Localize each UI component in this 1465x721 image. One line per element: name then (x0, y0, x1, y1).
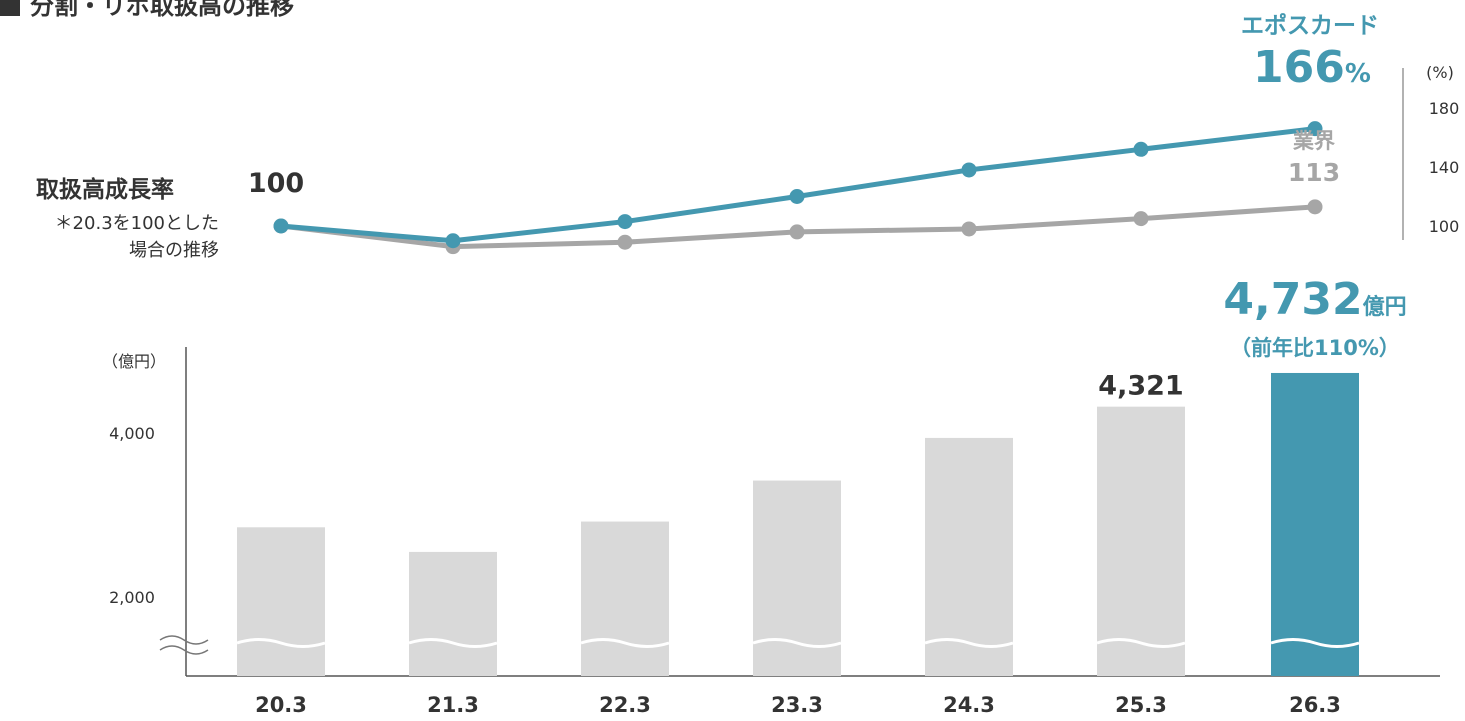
industry-point (617, 234, 633, 250)
prev-year-value-label: 4,321 (1098, 371, 1183, 402)
latest-value-label: 4,732億円 (1223, 274, 1406, 325)
title-square-icon (0, 0, 20, 16)
rate-tick-label: 140 (1429, 158, 1460, 177)
epos-end-number: 166 (1253, 42, 1345, 93)
industry-point (789, 224, 805, 240)
epos-point (1307, 121, 1323, 137)
epos-series-line (280, 126, 1316, 244)
latest-value-number: 4,732 (1223, 274, 1362, 325)
x-tick-label: 20.3 (255, 693, 307, 717)
line-chart: (%) 180 140 100 100 エポスカード 166% 業界 113 (248, 12, 1460, 255)
x-tick-label: 22.3 (599, 693, 651, 717)
epos-point (789, 189, 805, 204)
bar-break-wave (580, 638, 670, 648)
bar-tick-label: 2,000 (109, 588, 155, 607)
bar-break-wave (236, 638, 326, 648)
industry-point (1133, 211, 1149, 227)
x-tick-label: 21.3 (427, 693, 479, 717)
epos-point (961, 162, 977, 178)
x-tick-label: 23.3 (771, 693, 823, 717)
axis-break-mark (159, 635, 209, 645)
bar-break-wave (408, 638, 498, 648)
start-value-label: 100 (248, 168, 304, 199)
note-line-1: ＊20.3を100とした (54, 213, 219, 234)
epos-end-value-label: 166% (1253, 42, 1371, 93)
epos-end-percent: % (1345, 59, 1371, 89)
bar (237, 527, 325, 676)
x-tick-label: 24.3 (943, 693, 995, 717)
rate-unit-label: (%) (1426, 63, 1454, 82)
bar (581, 521, 669, 676)
note-line-2: 場合の推移 (129, 240, 219, 261)
epos-point (445, 233, 461, 249)
rate-tick-label: 180 (1429, 99, 1460, 118)
bar-break-wave (1096, 638, 1186, 648)
bar (409, 551, 497, 676)
industry-point (1307, 199, 1323, 215)
epos-point (1133, 141, 1149, 157)
page-title: 分割・リボ取扱高の推移 (0, 0, 294, 21)
rate-tick-label: 100 (1429, 217, 1460, 236)
epos-legend-label: エポスカード (1241, 12, 1379, 39)
bar-break-wave (924, 638, 1014, 648)
industry-legend-label: 業界 (1293, 129, 1335, 153)
bar-unit-label: （億円） (102, 352, 166, 371)
bar-tick-label: 4,000 (109, 424, 155, 443)
axis-break-mark (159, 645, 209, 655)
industry-point (961, 221, 977, 237)
bar-break-wave (1270, 638, 1360, 648)
bar (925, 437, 1013, 676)
x-tick-label: 25.3 (1115, 693, 1167, 717)
bar-break-wave (752, 638, 842, 648)
epos-point (617, 214, 633, 230)
bar-chart: （億円） 4,000 2,000 20.3 21.3 22.3 23.3 24.3 25.3 26… (102, 274, 1440, 717)
epos-point (273, 218, 289, 234)
x-tick-label: 26.3 (1289, 693, 1341, 717)
yoy-label: （前年比110%） (1230, 336, 1400, 360)
growth-rate-title: 取扱高成長率 (36, 177, 174, 203)
growth-rate-note: ＊20.3を100とした 場合の推移 (55, 210, 219, 264)
latest-value-unit: 億円 (1363, 294, 1407, 320)
bar (1097, 406, 1185, 676)
bar (1271, 372, 1359, 676)
industry-end-value-label: 113 (1288, 158, 1340, 187)
